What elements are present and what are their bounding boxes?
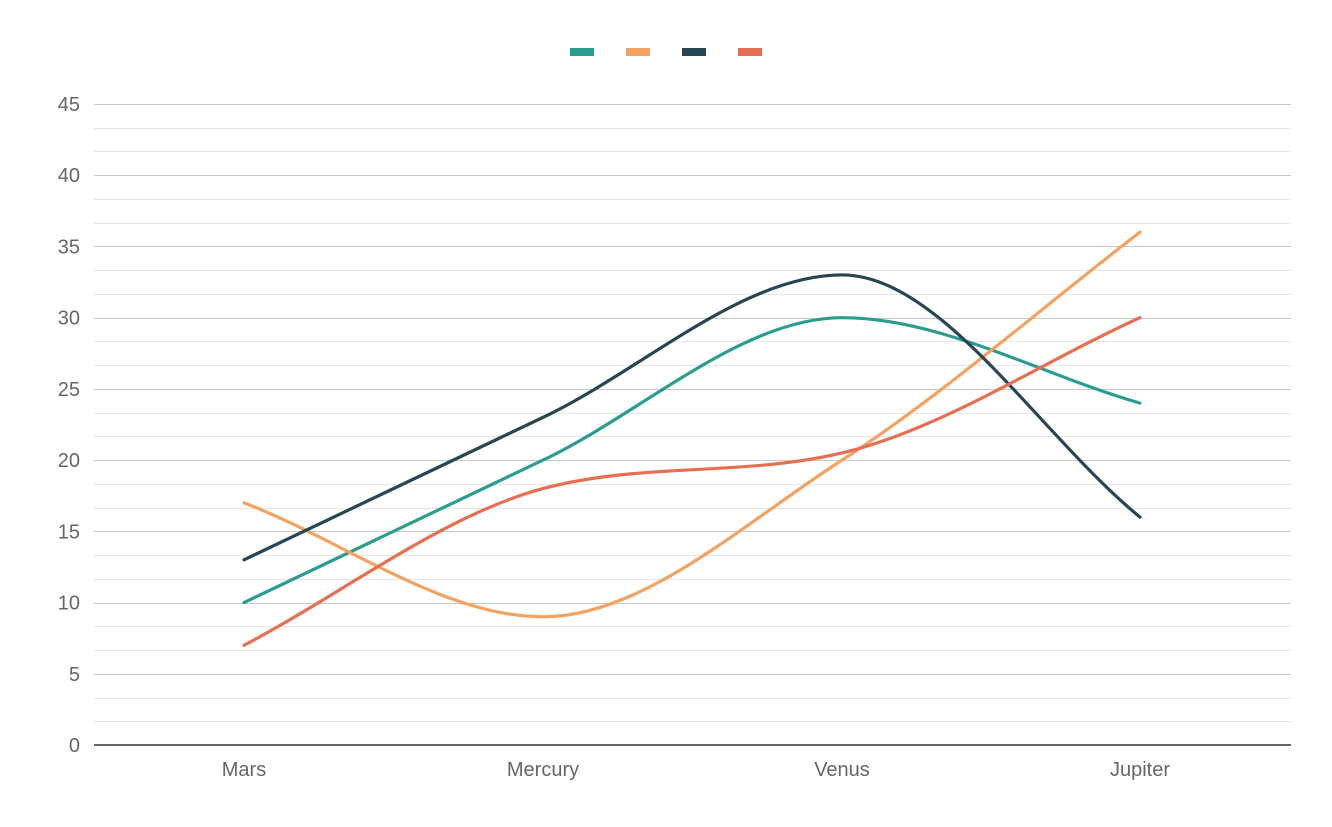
- y-tick-label: 20: [58, 450, 80, 472]
- series-line-3: [242, 273, 1142, 562]
- y-tick-label: 0: [69, 735, 80, 757]
- legend: [570, 48, 762, 56]
- series-line-4: [242, 316, 1142, 647]
- x-tick-label: Jupiter: [1110, 759, 1170, 781]
- legend-swatch-3: [682, 48, 706, 56]
- x-tick-label: Mercury: [507, 759, 579, 781]
- y-tick-label: 30: [58, 308, 80, 330]
- legend-swatch-1: [570, 48, 594, 56]
- y-tick-label: 45: [58, 94, 80, 116]
- legend-swatch-4: [738, 48, 762, 56]
- y-tick-label: 40: [58, 165, 80, 187]
- y-axis: 0 5 10 15 20 25 30 35 40 45: [58, 94, 80, 757]
- y-tick-label: 35: [58, 236, 80, 258]
- x-axis: Mars Mercury Venus Jupiter: [94, 744, 1291, 781]
- y-tick-label: 10: [58, 593, 80, 615]
- series-line-1: [242, 316, 1142, 605]
- series-line-2: [242, 230, 1142, 619]
- y-tick-label: 15: [58, 521, 80, 543]
- series-lines: [242, 230, 1142, 647]
- legend-swatch-2: [626, 48, 650, 56]
- y-tick-label: 25: [58, 379, 80, 401]
- x-tick-label: Venus: [814, 759, 870, 781]
- x-tick-label: Mars: [222, 759, 266, 781]
- y-tick-label: 5: [69, 664, 80, 686]
